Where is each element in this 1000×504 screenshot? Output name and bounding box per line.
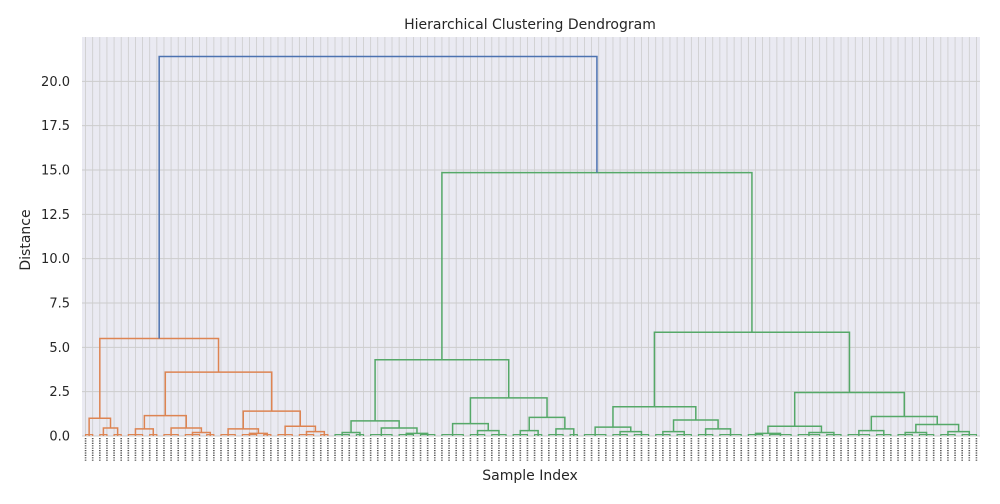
dendrogram-link: [284, 425, 317, 436]
dendrogram-link: [158, 55, 598, 339]
dendrogram-leaf-link: [206, 433, 215, 436]
dendrogram-leaf-link: [512, 433, 529, 436]
dendrogram-leaf-link: [676, 433, 692, 436]
dendrogram-leaf-link: [719, 433, 742, 436]
dendrogram-link: [350, 420, 400, 433]
y-tick-label: 15.0: [41, 164, 70, 179]
dendrogram-leaf-link: [320, 433, 329, 436]
dendrogram-leaf-link: [961, 433, 978, 436]
dendrogram-leaf-link: [113, 433, 122, 436]
dendrogram-link: [99, 337, 220, 419]
dendrogram-link: [451, 422, 489, 436]
dendrogram-leaf-link: [612, 433, 628, 436]
chart-title: Hierarchical Clustering Dendrogram: [404, 17, 656, 33]
dendrogram-leaf-link: [277, 433, 293, 436]
dendrogram-leaf-link: [769, 433, 792, 436]
dendrogram-leaf-link: [918, 433, 935, 436]
dendrogram-leaf-link: [826, 433, 842, 436]
dendrogram-link: [619, 430, 643, 436]
grid: [82, 37, 980, 437]
dendrogram-leaf-link: [419, 433, 436, 436]
dendrogram-leaf-link: [876, 433, 892, 436]
dendrogram-link: [305, 430, 326, 436]
y-tick-label: 12.5: [41, 208, 70, 223]
dendrogram-leaf-link: [163, 433, 179, 436]
dendrogram-leaf-link: [84, 433, 94, 436]
dendrogram-leaf-link: [569, 433, 578, 436]
dendrogram-leaf-link: [747, 433, 764, 436]
dendrogram-link: [662, 430, 685, 436]
dendrogram-leaf-link: [184, 433, 201, 436]
dendrogram-leaf-link: [897, 433, 913, 436]
dendrogram-leaf-link: [149, 433, 158, 436]
dendrogram-leaf-link: [491, 433, 507, 436]
y-tick-label: 5.0: [49, 341, 70, 356]
dendrogram-leaf-link: [127, 433, 144, 436]
dendrogram-leaf-link: [99, 433, 108, 436]
y-axis: 0.0 2.5 5.0 7.5 10.0 12.5 15.0 17.5 20.0: [41, 75, 70, 445]
dendrogram-leaf-link: [697, 433, 714, 436]
dendrogram-leaf-link: [220, 433, 236, 436]
dendrogram-link: [767, 425, 823, 434]
dendrogram-leaf-link: [847, 433, 871, 436]
dendrogram-leaf-link: [469, 433, 486, 436]
dendrogram-leaf-link: [797, 433, 821, 436]
dendrogram-leaf-link: [583, 433, 607, 436]
dendrogram-link: [555, 428, 575, 436]
x-axis: [84, 438, 978, 462]
dendrogram-leaf-link: [398, 433, 415, 436]
dendrogram-leaf-link: [370, 433, 393, 436]
dendrogram-link: [134, 428, 155, 436]
dendrogram-leaf-link: [633, 433, 650, 436]
dendrogram-link: [947, 430, 971, 436]
dendrogram-links: [84, 55, 978, 436]
x-axis-label: Sample Index: [482, 468, 577, 484]
y-axis-label: Distance: [18, 209, 34, 270]
plot-area: [82, 37, 980, 436]
dendrogram-link: [374, 358, 510, 421]
dendrogram-leaf-link: [298, 433, 315, 436]
dendrogram-leaf-link: [940, 433, 956, 436]
y-tick-label: 10.0: [41, 252, 70, 267]
y-tick-label: 20.0: [41, 75, 70, 90]
dendrogram-link: [88, 417, 112, 436]
dendrogram-link: [227, 428, 260, 436]
dendrogram-leaf-link: [241, 433, 258, 436]
dendrogram-leaf-link: [533, 433, 543, 436]
dendrogram-leaf-link: [441, 433, 464, 436]
y-tick-label: 17.5: [41, 119, 70, 134]
dendrogram-leaf-link: [548, 433, 564, 436]
y-tick-label: 2.5: [49, 385, 70, 400]
dendrogram-leaf-link: [263, 433, 272, 436]
dendrogram-leaf-link: [355, 433, 365, 436]
y-tick-label: 0.0: [49, 430, 70, 445]
y-tick-label: 7.5: [49, 297, 70, 312]
dendrogram-link: [704, 428, 732, 436]
dendrogram-leaf-link: [655, 433, 671, 436]
dendrogram-leaf-link: [334, 433, 350, 436]
dendrogram-link: [143, 414, 187, 429]
